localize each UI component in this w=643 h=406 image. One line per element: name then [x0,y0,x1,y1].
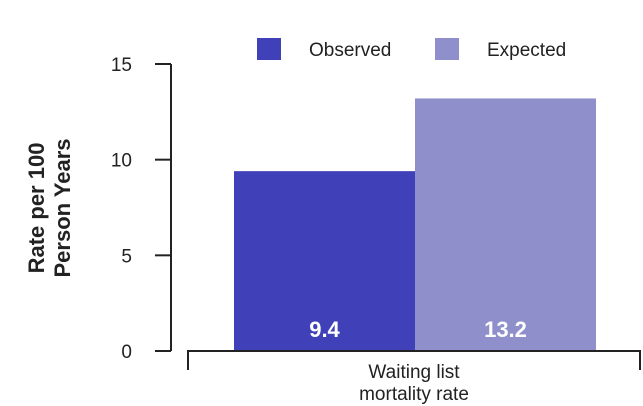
y-tick-label: 10 [111,151,132,172]
y-tick-label: 5 [121,246,132,267]
data-labels: 9.4 13.2 [309,317,527,342]
x-category-label-line-2: mortality rate [359,384,469,405]
legend-label-expected: Expected [487,40,566,61]
bars [234,98,596,351]
y-tick-label: 15 [111,55,132,76]
legend-swatch-expected [435,38,459,60]
y-axis-label-line-2: Person Years [50,138,75,277]
legend: Observed Expected [257,38,566,61]
data-label-expected: 13.2 [484,317,527,342]
legend-label-observed: Observed [309,40,391,61]
bar-expected [415,98,596,351]
bar-observed [234,171,415,351]
legend-swatch-observed [257,38,281,60]
y-tick-label: 0 [121,342,132,363]
x-category-label-line-1: Waiting list [368,362,460,383]
data-label-observed: 9.4 [309,317,340,342]
y-axis-label-line-1: Rate per 100 [24,143,49,274]
y-axis-ticks: 0 5 10 15 [111,55,171,363]
x-axis-bracket [187,350,641,370]
